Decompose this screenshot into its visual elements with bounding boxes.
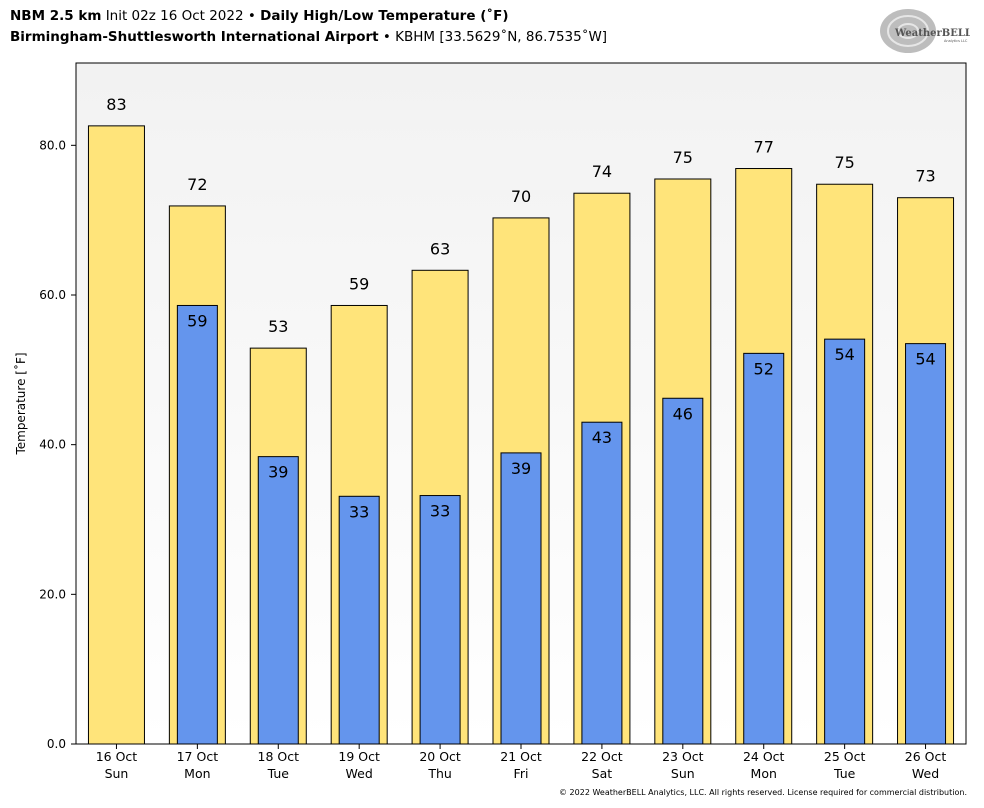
bars-layer: 83 72 59 53 39 59 33 63 33 70 39 74 43 75 46 77 52 75 54 73… <box>87 95 955 745</box>
low-bar <box>257 456 299 745</box>
low-value-label: 39 <box>511 459 531 478</box>
y-tick-label: 20.0 <box>39 587 66 601</box>
low-bar <box>581 421 623 745</box>
high-value-label: 70 <box>511 187 531 206</box>
x-tick-label-date: 20 Oct <box>419 749 461 764</box>
x-axis: 16 Oct Sun 17 Oct Mon 18 Oct Tue 19 Oct Wed 20 O… <box>96 744 947 781</box>
x-tick-label-date: 18 Oct <box>258 749 300 764</box>
high-value-label: 63 <box>430 239 450 258</box>
y-tick-label: 80.0 <box>39 138 66 152</box>
low-bar <box>824 338 866 745</box>
x-tick-label-day: Sun <box>105 766 129 781</box>
x-tick-label-date: 21 Oct <box>500 749 542 764</box>
high-value-label: 53 <box>268 317 288 336</box>
low-value-label: 33 <box>430 502 450 521</box>
chart-header: NBM 2.5 km Init 02z 16 Oct 2022 • Daily … <box>10 6 607 48</box>
weatherbell-logo: WeatherBELL Analytics LLC <box>880 9 970 53</box>
low-value-label: 33 <box>349 502 369 521</box>
low-value-label: 54 <box>915 350 935 369</box>
x-tick-label-day: Tue <box>833 766 856 781</box>
x-tick-label-date: 17 Oct <box>177 749 219 764</box>
x-tick-label-date: 19 Oct <box>338 749 380 764</box>
high-value-label: 74 <box>592 162 612 181</box>
x-tick-label-date: 23 Oct <box>662 749 704 764</box>
x-tick-label-day: Mon <box>184 766 210 781</box>
high-value-label: 75 <box>834 153 854 172</box>
x-tick-label-date: 24 Oct <box>743 749 785 764</box>
x-tick-label-day: Wed <box>912 766 939 781</box>
product-title: Daily High/Low Temperature (˚F) <box>260 8 509 24</box>
high-value-label: 59 <box>349 274 369 293</box>
low-value-label: 52 <box>754 359 774 378</box>
high-value-label: 77 <box>754 138 774 157</box>
low-bar <box>662 397 704 745</box>
x-tick-label-date: 22 Oct <box>581 749 623 764</box>
bullet-separator-2: • <box>382 29 391 45</box>
y-tick-label: 0.0 <box>47 737 66 751</box>
high-value-label: 83 <box>106 95 126 114</box>
station-name: Birmingham-Shuttlesworth International A… <box>10 29 379 45</box>
high-value-label: 75 <box>673 148 693 167</box>
header-line-1: NBM 2.5 km Init 02z 16 Oct 2022 • Daily … <box>10 6 607 27</box>
y-tick-label: 40.0 <box>39 438 66 452</box>
x-tick-label-day: Wed <box>346 766 373 781</box>
x-tick-label-day: Fri <box>514 766 529 781</box>
model-name: NBM 2.5 km <box>10 8 102 24</box>
low-value-label: 59 <box>187 311 207 330</box>
y-axis: 0.0 20.0 40.0 60.0 80.0 <box>39 138 76 751</box>
logo-swirl <box>887 15 929 47</box>
low-value-label: 39 <box>268 463 288 482</box>
low-value-label: 43 <box>592 428 612 447</box>
logo-text: WeatherBELL <box>894 28 970 39</box>
high-value-label: 72 <box>187 175 207 194</box>
header-line-2: Birmingham-Shuttlesworth International A… <box>10 27 607 48</box>
x-tick-label-day: Thu <box>427 766 451 781</box>
high-value-label: 73 <box>915 167 935 186</box>
logo-swirl-inner <box>897 23 919 39</box>
low-value-label: 46 <box>673 404 693 423</box>
low-bar <box>743 352 785 745</box>
low-bar <box>419 495 461 745</box>
x-tick-label-date: 26 Oct <box>905 749 947 764</box>
low-bar <box>176 304 218 745</box>
x-tick-label-day: Sun <box>671 766 695 781</box>
init-time: Init 02z 16 Oct 2022 <box>105 8 244 24</box>
x-tick-label-date: 25 Oct <box>824 749 866 764</box>
copyright-notice: © 2022 WeatherBELL Analytics, LLC. All r… <box>559 788 967 797</box>
x-tick-label-day: Mon <box>751 766 777 781</box>
station-info: KBHM [33.5629˚N, 86.7535˚W] <box>395 29 608 45</box>
x-tick-label-date: 16 Oct <box>96 749 138 764</box>
bullet-separator: • <box>247 8 256 24</box>
high-bar <box>87 125 145 745</box>
y-tick-label: 60.0 <box>39 288 66 302</box>
x-tick-label-day: Tue <box>267 766 290 781</box>
low-bar <box>338 495 380 745</box>
logo-subtext: Analytics LLC <box>944 39 968 43</box>
low-bar <box>905 343 947 745</box>
x-tick-label-day: Sat <box>592 766 613 781</box>
low-bar <box>500 452 542 745</box>
low-value-label: 54 <box>834 345 854 364</box>
y-axis-label: Temperature [˚F] <box>13 352 28 455</box>
